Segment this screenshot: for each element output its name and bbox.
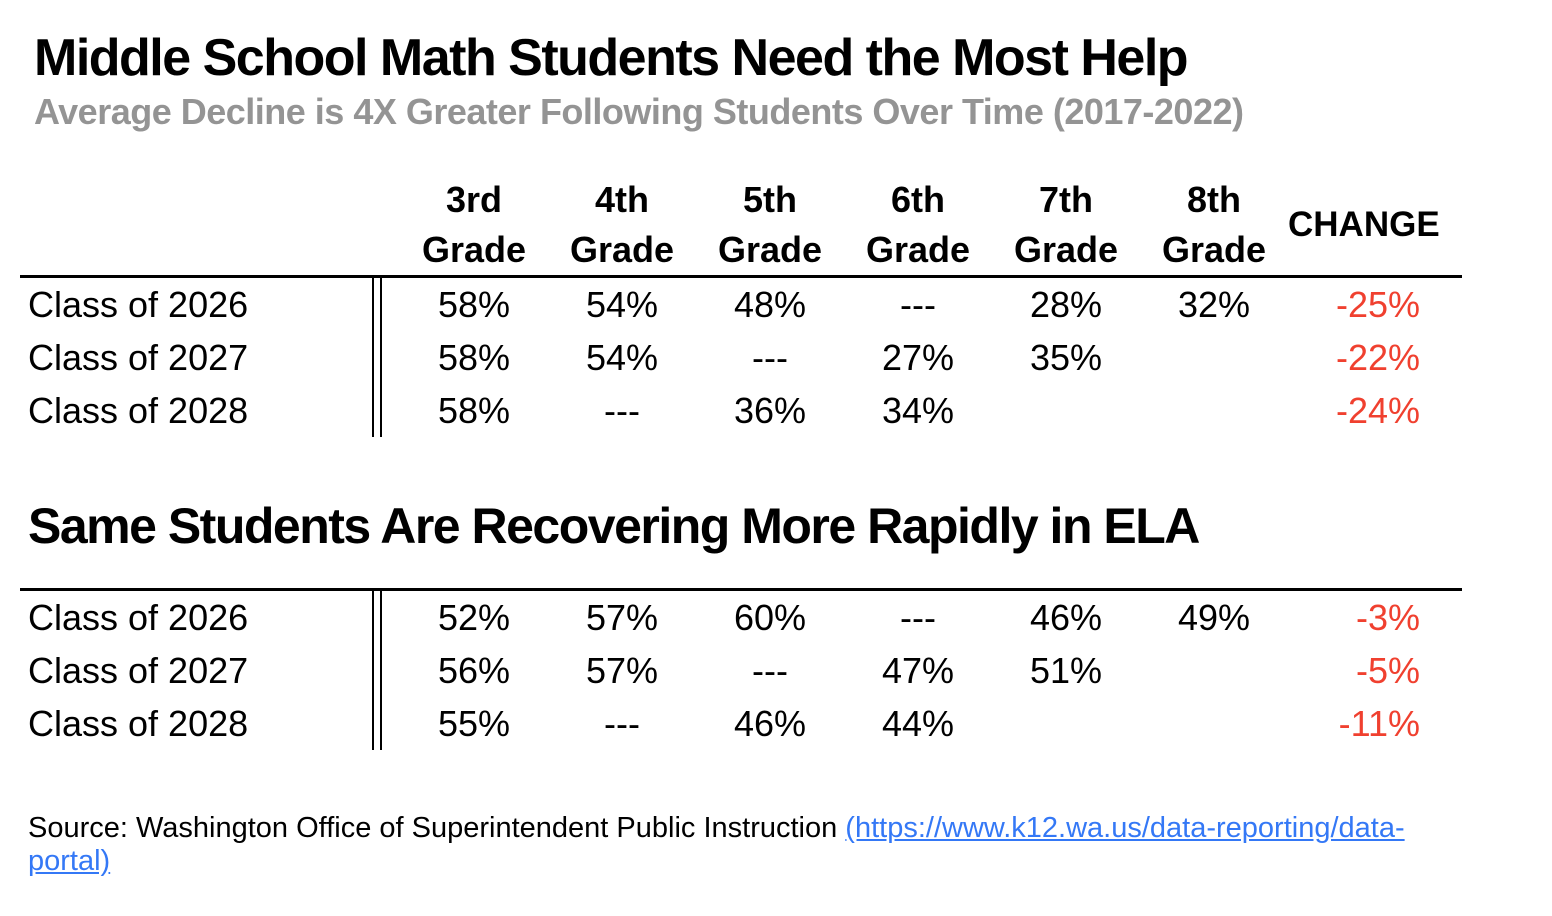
header-8th-grade: 8th Grade (1140, 175, 1288, 275)
table-row: Class of 2027 58% 54% --- 27% 35% -22% (20, 331, 1462, 384)
value-cell: 35% (1029, 336, 1103, 378)
infographic: Middle School Math Students Need the Mos… (20, 0, 1462, 878)
header-line1: 3rd (445, 179, 503, 221)
row-label: Class of 2026 (28, 283, 249, 325)
value-cell: --- (604, 389, 640, 431)
table-row: Class of 2028 55% --- 46% 44% -11% (20, 697, 1462, 750)
value-cell: 28% (1029, 283, 1103, 325)
source-text: Source: Washington Office of Superintend… (28, 812, 846, 845)
value-cell: 54% (585, 336, 659, 378)
change-value: -3% (1355, 596, 1420, 638)
source-link[interactable]: (https://www.k12.wa.us/data-reporting/da… (28, 812, 1405, 878)
value-cell: 51% (1029, 649, 1103, 691)
value-cell: 47% (881, 649, 955, 691)
change-value: -5% (1355, 649, 1420, 691)
header-3rd-grade: 3rd Grade (400, 175, 548, 275)
value-cell: 49% (1177, 596, 1251, 638)
row-label: Class of 2028 (28, 389, 249, 431)
value-cell: 34% (881, 389, 955, 431)
math-table-body: Class of 2026 58% 54% 48% --- 28% 32% -2… (20, 275, 1462, 438)
change-header: CHANGE (1288, 205, 1440, 245)
value-cell: 32% (1177, 283, 1251, 325)
header-5th-grade: 5th Grade (696, 175, 844, 275)
source-line: Source: Washington Office of Superintend… (28, 812, 1462, 878)
page-title: Middle School Math Students Need the Mos… (34, 29, 1189, 87)
header-7th-grade: 7th Grade (992, 175, 1140, 275)
value-cell: --- (900, 283, 936, 325)
value-cell: 57% (585, 649, 659, 691)
row-label: Class of 2027 (28, 336, 249, 378)
change-value: -24% (1335, 389, 1420, 431)
section-title-ela: Same Students Are Recovering More Rapidl… (28, 498, 1200, 555)
header-4th-grade: 4th Grade (548, 175, 696, 275)
value-cell: 58% (437, 336, 511, 378)
header-line1: 8th (1187, 179, 1241, 221)
value-cell: 55% (437, 702, 511, 744)
ela-table-body: Class of 2026 52% 57% 60% --- 46% 49% -3… (20, 588, 1462, 751)
grade-header-row: 3rd Grade 4th Grade 5th Grade 6th Grade … (20, 175, 1462, 275)
value-cell: 54% (585, 283, 659, 325)
value-cell: 57% (585, 596, 659, 638)
table-row: Class of 2027 56% 57% --- 47% 51% -5% (20, 644, 1462, 697)
ela-table: Class of 2026 52% 57% 60% --- 46% 49% -3… (20, 588, 1462, 751)
value-cell: --- (752, 336, 788, 378)
header-line2: Grade (421, 229, 527, 271)
math-table: 3rd Grade 4th Grade 5th Grade 6th Grade … (20, 175, 1462, 438)
header-line1: 6th (891, 179, 945, 221)
row-label: Class of 2028 (28, 702, 249, 744)
table-row: Class of 2026 52% 57% 60% --- 46% 49% -3… (20, 591, 1462, 644)
header-line1: 5th (743, 179, 797, 221)
header-line2: Grade (569, 229, 675, 271)
value-cell: 58% (437, 389, 511, 431)
header-line1: 7th (1039, 179, 1093, 221)
value-cell: 56% (437, 649, 511, 691)
value-cell: 27% (881, 336, 955, 378)
value-cell: 60% (733, 596, 807, 638)
header-line2: Grade (865, 229, 971, 271)
value-cell: --- (752, 649, 788, 691)
value-cell: 48% (733, 283, 807, 325)
value-cell: 46% (733, 702, 807, 744)
table-row: Class of 2026 58% 54% 48% --- 28% 32% -2… (20, 278, 1462, 331)
change-value: -22% (1335, 336, 1420, 378)
header-line2: Grade (1161, 229, 1267, 271)
header-line1: 4th (595, 179, 649, 221)
row-label: Class of 2026 (28, 596, 249, 638)
table-row: Class of 2028 58% --- 36% 34% -24% (20, 384, 1462, 437)
value-cell: 44% (881, 702, 955, 744)
header-line2: Grade (1013, 229, 1119, 271)
value-cell: --- (604, 702, 640, 744)
page-subtitle: Average Decline is 4X Greater Following … (34, 91, 1244, 133)
change-value: -11% (1338, 702, 1420, 744)
row-label: Class of 2027 (28, 649, 249, 691)
header-6th-grade: 6th Grade (844, 175, 992, 275)
value-cell: 52% (437, 596, 511, 638)
value-cell: 46% (1029, 596, 1103, 638)
header-line2: Grade (717, 229, 823, 271)
value-cell: 58% (437, 283, 511, 325)
value-cell: --- (900, 596, 936, 638)
value-cell: 36% (733, 389, 807, 431)
change-value: -25% (1335, 283, 1420, 325)
